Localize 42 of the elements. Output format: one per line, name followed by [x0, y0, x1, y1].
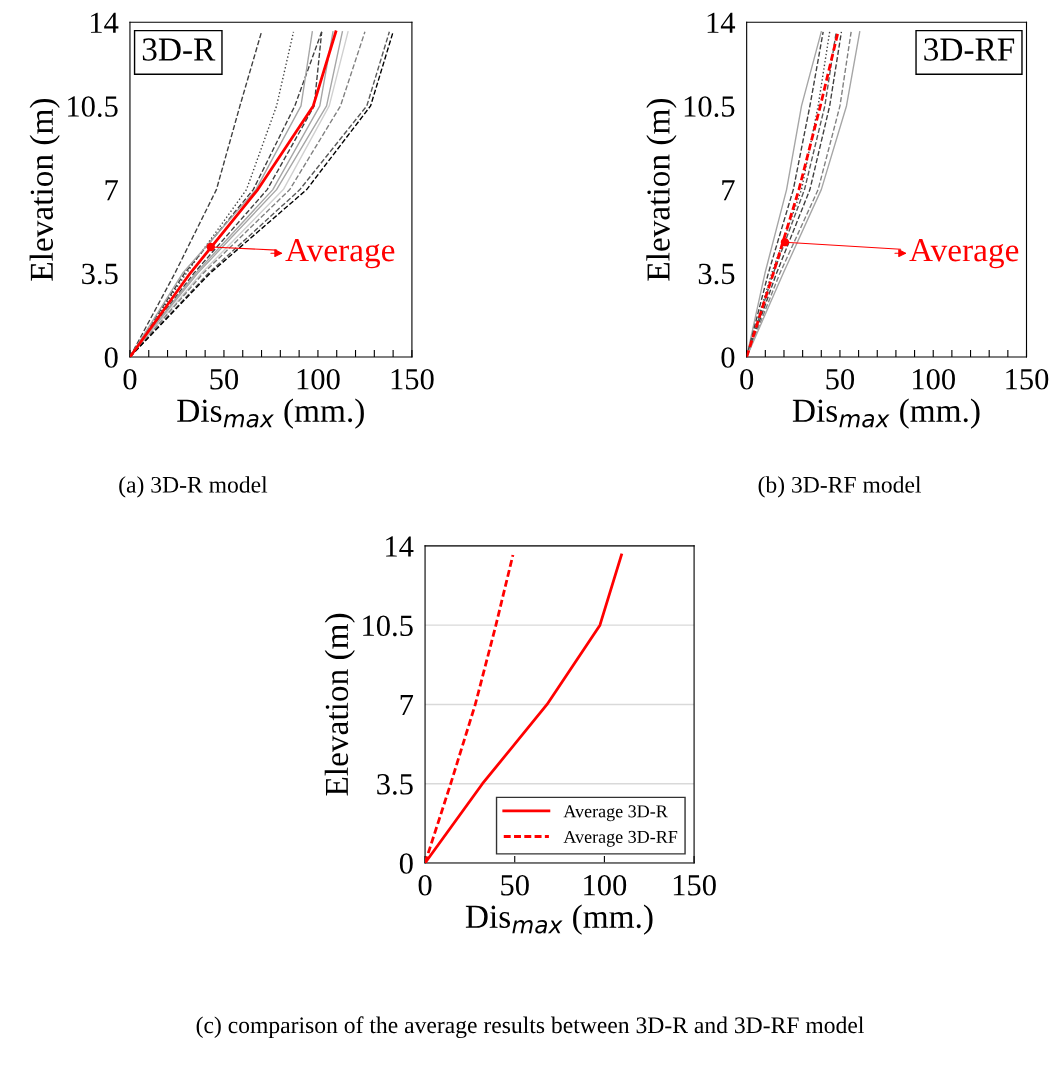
y-tick-label: 3.5 — [82, 263, 118, 285]
x-tick-label: 0 — [123, 368, 137, 390]
annotation: 3D-R — [142, 38, 216, 61]
y-axis-title: Elevation (m) — [646, 98, 677, 281]
annotation: Average — [285, 239, 395, 269]
text: (a) 3D-R model — [119, 476, 268, 498]
x-tick-label: 150 — [673, 874, 716, 896]
annotation: 3D-RF — [924, 38, 1015, 61]
y-tick-label: 14 — [707, 12, 736, 33]
y-axis-title: Elevation (m) — [29, 98, 60, 281]
y-tick-label: 7 — [400, 695, 414, 716]
x-axis-title: Dis$_{max}$ (mm.) — [465, 904, 653, 935]
text: (b) 3D-RF model — [758, 476, 922, 498]
x-tick-label: 100 — [584, 874, 627, 896]
y-tick-label: 10.5 — [363, 615, 413, 637]
y-tick-label: 7 — [722, 180, 735, 201]
y-tick-label: 0 — [104, 347, 118, 368]
legend-label: Average 3D-R — [563, 805, 668, 822]
x-tick-label: 50 — [501, 874, 529, 896]
x-tick-label: 0 — [418, 874, 432, 896]
x-tick-label: 150 — [391, 368, 434, 390]
y-tick-label: 0 — [721, 347, 735, 368]
y-tick-label: 14 — [386, 536, 414, 557]
y-axis-title: Elevation (m) — [324, 613, 355, 796]
x-tick-label: 100 — [297, 368, 340, 390]
y-tick-label: 10.5 — [684, 96, 735, 117]
legend-label: Average 3D-RF — [563, 830, 678, 847]
x-axis-title: Dis$_{max}$ (mm.) — [177, 398, 364, 429]
y-tick-label: 10.5 — [68, 96, 118, 117]
x-tick-label: 100 — [913, 368, 955, 390]
text: (c) comparison of the average results between 3D-R and 3D-RF model — [196, 1016, 864, 1039]
x-axis-title: Dis$_{max}$ (mm.) — [792, 398, 980, 429]
x-tick-label: 50 — [826, 368, 855, 390]
x-tick-label: 150 — [1006, 368, 1049, 390]
annotation: Average — [909, 239, 1019, 269]
y-tick-label: 3.5 — [698, 263, 735, 285]
y-tick-label: 14 — [90, 12, 119, 33]
y-tick-label: 3.5 — [377, 774, 413, 795]
y-tick-label: 7 — [105, 180, 118, 201]
x-tick-label: 0 — [740, 368, 754, 390]
x-tick-label: 50 — [210, 368, 239, 390]
y-tick-label: 0 — [399, 853, 413, 874]
